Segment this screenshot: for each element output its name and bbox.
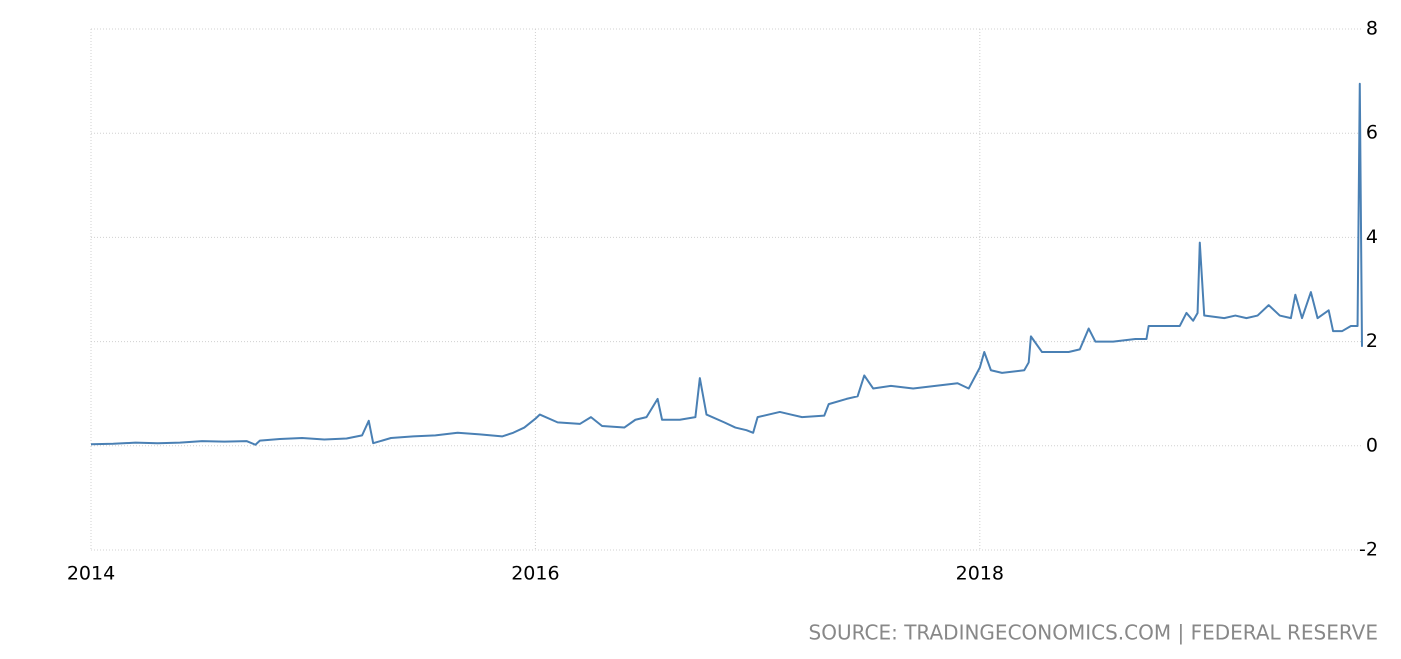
y-tick-label: 2 (1366, 330, 1378, 352)
y-tick-label: 8 (1366, 18, 1378, 40)
y-tick-label: -2 (1359, 539, 1378, 561)
source: SOURCE: TRADINGECONOMICS.COM | FEDERAL R… (809, 621, 1378, 645)
y-tick-label: 0 (1366, 434, 1378, 456)
y-tick-label: 6 (1366, 122, 1378, 144)
x-tick-label: 2018 (956, 563, 1004, 585)
x-tick-label: 2014 (67, 563, 115, 585)
line (90, 82, 1363, 446)
y-tick-label: 4 (1366, 226, 1378, 248)
x-tick-label: 2016 (511, 563, 559, 585)
